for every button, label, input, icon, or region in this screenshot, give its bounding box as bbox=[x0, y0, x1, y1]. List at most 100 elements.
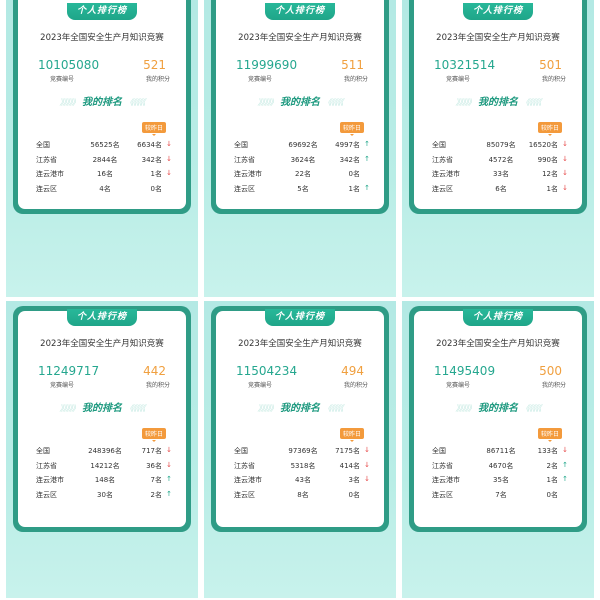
rank-row: 连云港市 35名 1名 ↑ bbox=[432, 473, 568, 488]
my-score: 511 bbox=[341, 58, 364, 72]
rank-value: 148名 bbox=[94, 476, 116, 485]
rank-change: 7名 ↑ bbox=[130, 475, 172, 485]
personal-ranking-tab: 个人排行榜 bbox=[463, 3, 533, 20]
rank-change: 0名 bbox=[526, 490, 568, 500]
change-value: 1名 bbox=[546, 476, 558, 485]
ranking-card: 个人排行榜 2023年全国安全生产月知识竞赛 11249717 竞赛编号 442… bbox=[13, 306, 191, 532]
rank-value: 7名 bbox=[495, 490, 507, 499]
personal-ranking-tab: 个人排行榜 bbox=[265, 309, 335, 326]
arrow-down-icon: ↓ bbox=[166, 446, 172, 455]
rank-value: 3624名 bbox=[290, 155, 316, 164]
contest-number-label: 竞赛编号 bbox=[50, 76, 75, 83]
my-score-label: 我的积分 bbox=[145, 76, 170, 83]
contest-title: 2023年全国安全生产月知识竞赛 bbox=[238, 339, 362, 349]
chevrons-left-icon: 《《《《《 bbox=[323, 404, 343, 413]
rank-change: 2名 ↑ bbox=[526, 461, 568, 471]
ranking-screenshot-panel: 个人排行榜 2023年全国安全生产月知识竞赛 11504234 竞赛编号 494… bbox=[204, 301, 396, 598]
ranking-screenshot-panel: 个人排行榜 2023年全国安全生产月知识竞赛 11495409 竞赛编号 500… bbox=[402, 301, 594, 598]
change-value: 990名 bbox=[537, 155, 558, 164]
rank-table: 全国 248396名 717名 ↓ 江苏省 14212名 36名 ↓ 连云港市 14… bbox=[36, 444, 172, 502]
arrow-up-icon: ↑ bbox=[562, 460, 568, 469]
rank-row: 连云港市 16名 1名 ↓ bbox=[36, 167, 172, 182]
contest-number-label: 竞赛编号 bbox=[248, 382, 273, 389]
ranking-card: 个人排行榜 2023年全国安全生产月知识竞赛 11495409 竞赛编号 500… bbox=[409, 306, 587, 532]
region-name: 连云区 bbox=[234, 490, 255, 499]
arrow-down-icon: ↓ bbox=[562, 154, 568, 163]
change-value: 342名 bbox=[339, 155, 360, 164]
change-value: 3名 bbox=[348, 476, 360, 485]
region-name: 全国 bbox=[234, 141, 248, 150]
arrow-up-icon: ↑ bbox=[364, 140, 370, 149]
rank-change: 6634名 ↓ bbox=[130, 140, 172, 150]
arrow-down-icon: ↓ bbox=[562, 169, 568, 178]
region-name: 江苏省 bbox=[36, 461, 57, 470]
rank-change: 1名 ↓ bbox=[130, 169, 172, 179]
rank-row: 连云区 4名 0名 bbox=[36, 182, 172, 197]
my-rank-text: 我的排名 bbox=[82, 97, 122, 108]
region-name: 全国 bbox=[432, 141, 446, 150]
rank-change: 1名 ↑ bbox=[526, 475, 568, 485]
contest-title: 2023年全国安全生产月知识竞赛 bbox=[40, 339, 164, 349]
compared-yesterday-badge: 较昨日 bbox=[339, 122, 364, 136]
arrow-down-icon: ↓ bbox=[364, 446, 370, 455]
chevrons-right-icon: 》》》》》 bbox=[257, 98, 278, 107]
rank-value: 33名 bbox=[493, 170, 509, 179]
chevrons-right-icon: 》》》》》 bbox=[59, 404, 80, 413]
change-value: 0名 bbox=[150, 184, 162, 193]
my-score: 521 bbox=[143, 58, 166, 72]
region-name: 江苏省 bbox=[36, 155, 57, 164]
rank-change: 1名 ↑ bbox=[328, 184, 370, 194]
rank-change: 717名 ↓ bbox=[130, 446, 172, 456]
personal-ranking-tab: 个人排行榜 bbox=[67, 309, 137, 326]
rank-row: 连云港市 43名 3名 ↓ bbox=[234, 473, 370, 488]
personal-ranking-tab: 个人排行榜 bbox=[67, 3, 137, 20]
rank-change: 990名 ↓ bbox=[526, 155, 568, 165]
rank-change: 0名 bbox=[328, 490, 370, 500]
my-score-label: 我的积分 bbox=[541, 382, 566, 389]
region-name: 连云港市 bbox=[432, 476, 460, 485]
contest-number: 11249717 bbox=[38, 364, 100, 378]
rank-change: 342名 ↑ bbox=[328, 155, 370, 165]
rank-row: 连云区 6名 1名 ↓ bbox=[432, 182, 568, 197]
change-value: 7名 bbox=[150, 476, 162, 485]
contest-title: 2023年全国安全生产月知识竞赛 bbox=[436, 33, 560, 43]
compared-yesterday-badge: 较昨日 bbox=[537, 122, 562, 136]
region-name: 江苏省 bbox=[234, 461, 255, 470]
my-score-label: 我的积分 bbox=[343, 382, 368, 389]
rank-row: 连云区 7名 0名 bbox=[432, 488, 568, 503]
rank-row: 连云港市 148名 7名 ↑ bbox=[36, 473, 172, 488]
change-value: 16520名 bbox=[528, 141, 558, 150]
contest-number: 10105080 bbox=[38, 58, 100, 72]
compared-yesterday-badge: 较昨日 bbox=[339, 428, 364, 442]
arrow-down-icon: ↓ bbox=[562, 446, 568, 455]
region-name: 全国 bbox=[432, 447, 446, 456]
chevrons-right-icon: 》》》》》 bbox=[59, 98, 80, 107]
contest-number: 11495409 bbox=[434, 364, 496, 378]
region-name: 连云港市 bbox=[36, 476, 64, 485]
rank-value: 2844名 bbox=[92, 155, 118, 164]
region-name: 全国 bbox=[36, 141, 50, 150]
rank-value: 4670名 bbox=[488, 461, 514, 470]
rank-value: 85079名 bbox=[486, 141, 516, 150]
region-name: 江苏省 bbox=[432, 155, 453, 164]
change-value: 0名 bbox=[546, 490, 558, 499]
ranking-card: 个人排行榜 2023年全国安全生产月知识竞赛 10105080 竞赛编号 521… bbox=[13, 0, 191, 214]
rank-value: 97369名 bbox=[288, 447, 318, 456]
region-name: 连云区 bbox=[36, 490, 57, 499]
rank-value: 43名 bbox=[295, 476, 311, 485]
arrow-down-icon: ↓ bbox=[562, 183, 568, 192]
rank-row: 江苏省 4670名 2名 ↑ bbox=[432, 459, 568, 474]
my-rank-heading: 》》》》》 我的排名 《《《《《 bbox=[18, 93, 186, 108]
rank-change: 36名 ↓ bbox=[130, 461, 172, 471]
rank-row: 全国 97369名 7175名 ↓ bbox=[234, 444, 370, 459]
ranking-card: 个人排行榜 2023年全国安全生产月知识竞赛 11504234 竞赛编号 494… bbox=[211, 306, 389, 532]
arrow-down-icon: ↓ bbox=[166, 154, 172, 163]
rank-row: 江苏省 5318名 414名 ↓ bbox=[234, 459, 370, 474]
rank-change: 342名 ↓ bbox=[130, 155, 172, 165]
change-value: 342名 bbox=[141, 155, 162, 164]
region-name: 连云港市 bbox=[36, 170, 64, 179]
rank-change: 414名 ↓ bbox=[328, 461, 370, 471]
ranking-screenshot-panel: 个人排行榜 2023年全国安全生产月知识竞赛 10321514 竞赛编号 501… bbox=[402, 0, 594, 297]
chevrons-left-icon: 《《《《《 bbox=[125, 404, 145, 413]
my-score-label: 我的积分 bbox=[145, 382, 170, 389]
